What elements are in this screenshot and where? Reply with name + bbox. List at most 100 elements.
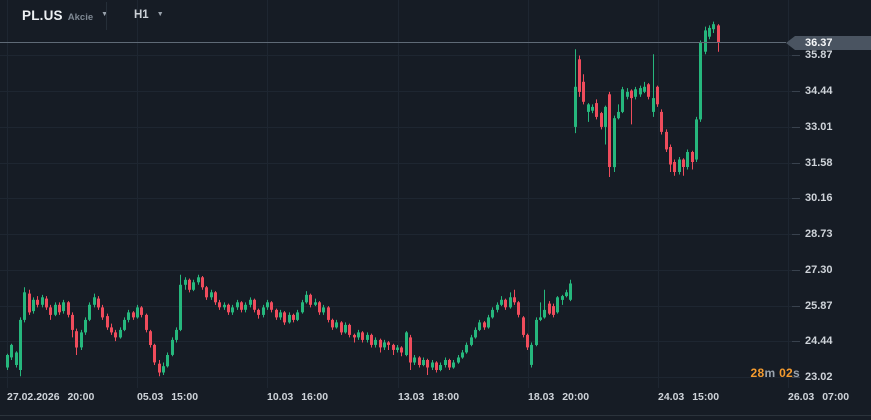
price-axis-label: 34.44 xyxy=(805,84,833,97)
candle xyxy=(218,302,221,308)
candle xyxy=(314,302,317,305)
candle xyxy=(695,119,698,160)
candle xyxy=(97,298,100,308)
candle xyxy=(93,297,96,305)
candle xyxy=(522,317,525,335)
candle xyxy=(604,106,607,127)
candle xyxy=(210,292,213,298)
candle xyxy=(608,94,611,167)
candle xyxy=(331,319,334,328)
candle xyxy=(188,279,191,290)
candle xyxy=(448,360,451,368)
candle xyxy=(305,294,308,303)
candle xyxy=(630,90,633,99)
bottom-border xyxy=(0,415,871,416)
candle xyxy=(470,337,473,345)
candle xyxy=(45,298,48,308)
countdown-seconds: 02 xyxy=(779,366,794,380)
candle xyxy=(383,342,386,348)
candle xyxy=(396,347,399,350)
time-axis-label: 24.03 15:00 xyxy=(658,391,720,403)
candle xyxy=(266,302,269,308)
instrument-type-label: Akcie xyxy=(67,12,94,23)
candle xyxy=(301,302,304,313)
candle xyxy=(639,88,642,95)
current-price-value: 36.37 xyxy=(805,36,833,49)
candle xyxy=(717,25,720,43)
candle xyxy=(712,24,715,30)
symbol-selector[interactable]: PL.US Akcie ▼ xyxy=(22,8,108,23)
candle xyxy=(132,312,135,318)
candle xyxy=(171,339,174,355)
candle xyxy=(275,309,278,318)
time-axis-label: 13.03 18:00 xyxy=(398,391,460,403)
candle xyxy=(335,322,338,328)
time-axis-label: 27.02.2026 20:00 xyxy=(7,391,95,403)
candle xyxy=(535,319,538,345)
candle xyxy=(106,316,109,328)
candle-countdown: 28m 02s xyxy=(750,366,800,380)
current-price-badge: 36.37 xyxy=(786,35,871,50)
candle xyxy=(474,329,477,338)
candle xyxy=(249,299,252,305)
price-axis-label: 28.73 xyxy=(805,227,833,240)
candle xyxy=(153,344,156,363)
candle xyxy=(673,162,676,172)
candle xyxy=(626,91,629,97)
candle xyxy=(292,314,295,320)
candle xyxy=(582,81,585,102)
candle xyxy=(444,360,447,365)
price-axis-label: 25.87 xyxy=(805,299,833,312)
timeframe-selector[interactable]: H1 ▼ xyxy=(134,9,164,21)
candle xyxy=(452,362,455,368)
candle xyxy=(67,302,70,315)
candle xyxy=(574,86,577,127)
candle xyxy=(439,365,442,370)
candle xyxy=(158,363,161,373)
candle xyxy=(322,307,325,313)
candle xyxy=(587,104,590,112)
time-axis-label: 26.03 07:00 xyxy=(788,391,850,403)
candle xyxy=(591,106,594,111)
symbol-label: PL.US xyxy=(22,8,63,23)
candle xyxy=(88,304,91,320)
candle xyxy=(318,302,321,313)
candle xyxy=(431,362,434,368)
candle xyxy=(422,360,425,365)
candle xyxy=(231,307,234,313)
candle xyxy=(223,304,226,308)
candle xyxy=(413,357,416,363)
candle xyxy=(374,339,377,345)
candle xyxy=(10,344,13,358)
candle xyxy=(127,312,130,320)
candle xyxy=(435,362,438,370)
candle xyxy=(379,339,382,348)
candle xyxy=(244,304,247,310)
candle xyxy=(699,43,702,120)
candle xyxy=(708,27,711,37)
candle xyxy=(62,302,65,312)
candle xyxy=(340,322,343,333)
price-axis-label: 35.87 xyxy=(805,49,833,61)
candle xyxy=(227,304,230,313)
candle xyxy=(552,306,555,315)
candle xyxy=(530,344,533,365)
candle xyxy=(110,327,113,333)
candle xyxy=(344,324,347,333)
candle xyxy=(270,302,273,310)
candle xyxy=(19,319,22,370)
candle xyxy=(288,314,291,323)
candle xyxy=(652,98,655,112)
candle xyxy=(595,103,598,117)
candle xyxy=(32,299,35,312)
candle xyxy=(621,89,624,112)
candle xyxy=(643,86,646,92)
candle xyxy=(400,347,403,353)
candle xyxy=(145,314,148,330)
candle xyxy=(205,287,208,298)
candle xyxy=(686,152,689,167)
candle xyxy=(236,302,239,308)
candle xyxy=(426,360,429,368)
